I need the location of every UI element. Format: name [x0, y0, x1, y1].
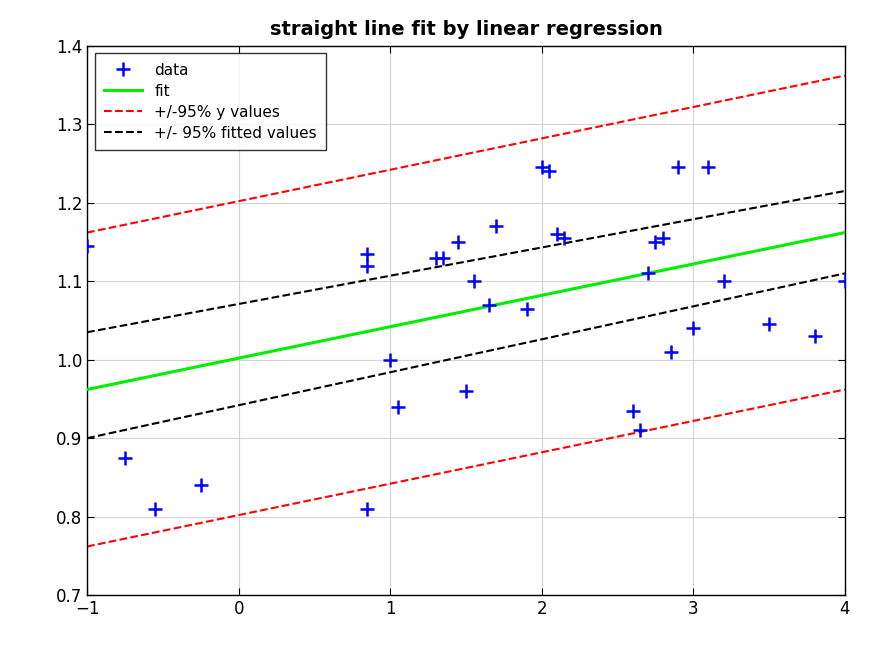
Legend: data, fit, +/-95% y values, +/- 95% fitted values: data, fit, +/-95% y values, +/- 95% fitt…	[95, 54, 326, 150]
Title: straight line fit by linear regression: straight line fit by linear regression	[269, 20, 663, 39]
